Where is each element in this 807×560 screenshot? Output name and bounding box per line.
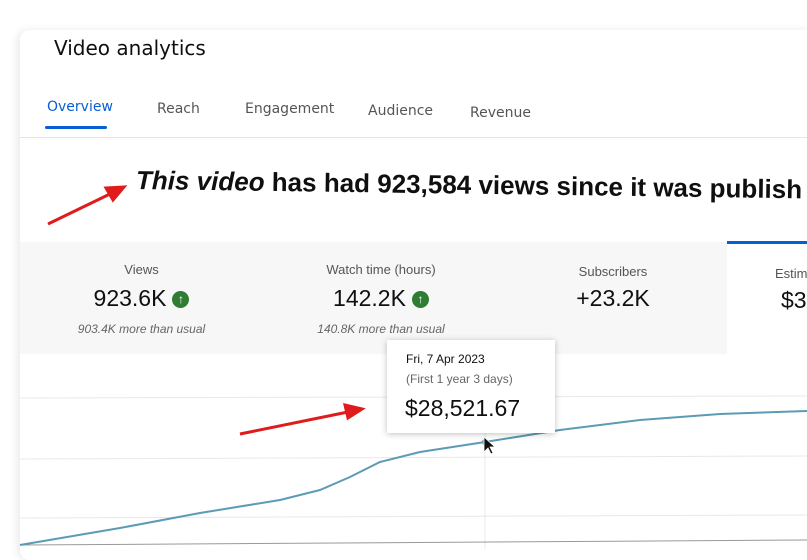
revenue-line (19, 410, 807, 546)
arrow (239, 410, 349, 436)
tab[interactable]: Engagement (245, 101, 335, 117)
value: 923.6K (93, 285, 167, 311)
up-icon: ↑ (411, 291, 429, 308)
card[interactable]: Estim $3 (727, 241, 807, 356)
card[interactable]: Views 923.6K ↑ 903.4K more than usual (20, 242, 264, 354)
card[interactable]: Subscribers +23.2K (499, 242, 728, 354)
value: 142.2K (333, 285, 406, 311)
tab-indicator (45, 126, 107, 129)
card-value: $3 (781, 287, 807, 313)
card-value: 923.6K ↑ (20, 285, 263, 312)
tooltip: Fri, 7 Apr 2023 (First 1 year 3 days) $2… (387, 340, 555, 433)
card-label: Estim (775, 266, 807, 281)
tooltip-value: $28,521.67 (405, 395, 521, 421)
card-note: 903.4K more than usual (77, 322, 206, 336)
tooltip-period: (First 1 year 3 days) (406, 372, 513, 386)
arrows (47, 185, 366, 436)
arrow-head (103, 185, 128, 203)
page-title: Video analytics (54, 36, 206, 60)
grid-line (19, 455, 807, 460)
axis-line (19, 539, 807, 546)
card-value: +23.2K (576, 285, 650, 311)
card-note: 140.8K more than usual (317, 322, 445, 336)
card-label: Watch time (hours) (326, 262, 436, 277)
arrow (47, 191, 113, 226)
grid-line (19, 514, 807, 519)
divider (20, 137, 807, 138)
card-label: Views (124, 262, 159, 277)
card[interactable]: Watch time (hours) 142.2K ↑ 140.8K more t… (263, 242, 500, 354)
tab[interactable]: Revenue (470, 105, 531, 121)
tooltip-date: Fri, 7 Apr 2023 (406, 352, 485, 366)
tab[interactable]: Audience (368, 103, 434, 119)
card-label: Subscribers (578, 264, 648, 279)
up-icon: ↑ (172, 291, 190, 308)
tab[interactable]: Overview (47, 99, 113, 115)
arrow-head (342, 402, 366, 421)
card-value: 142.2K ↑ (263, 285, 499, 312)
tab[interactable]: Reach (157, 101, 200, 117)
cursor (483, 436, 497, 455)
